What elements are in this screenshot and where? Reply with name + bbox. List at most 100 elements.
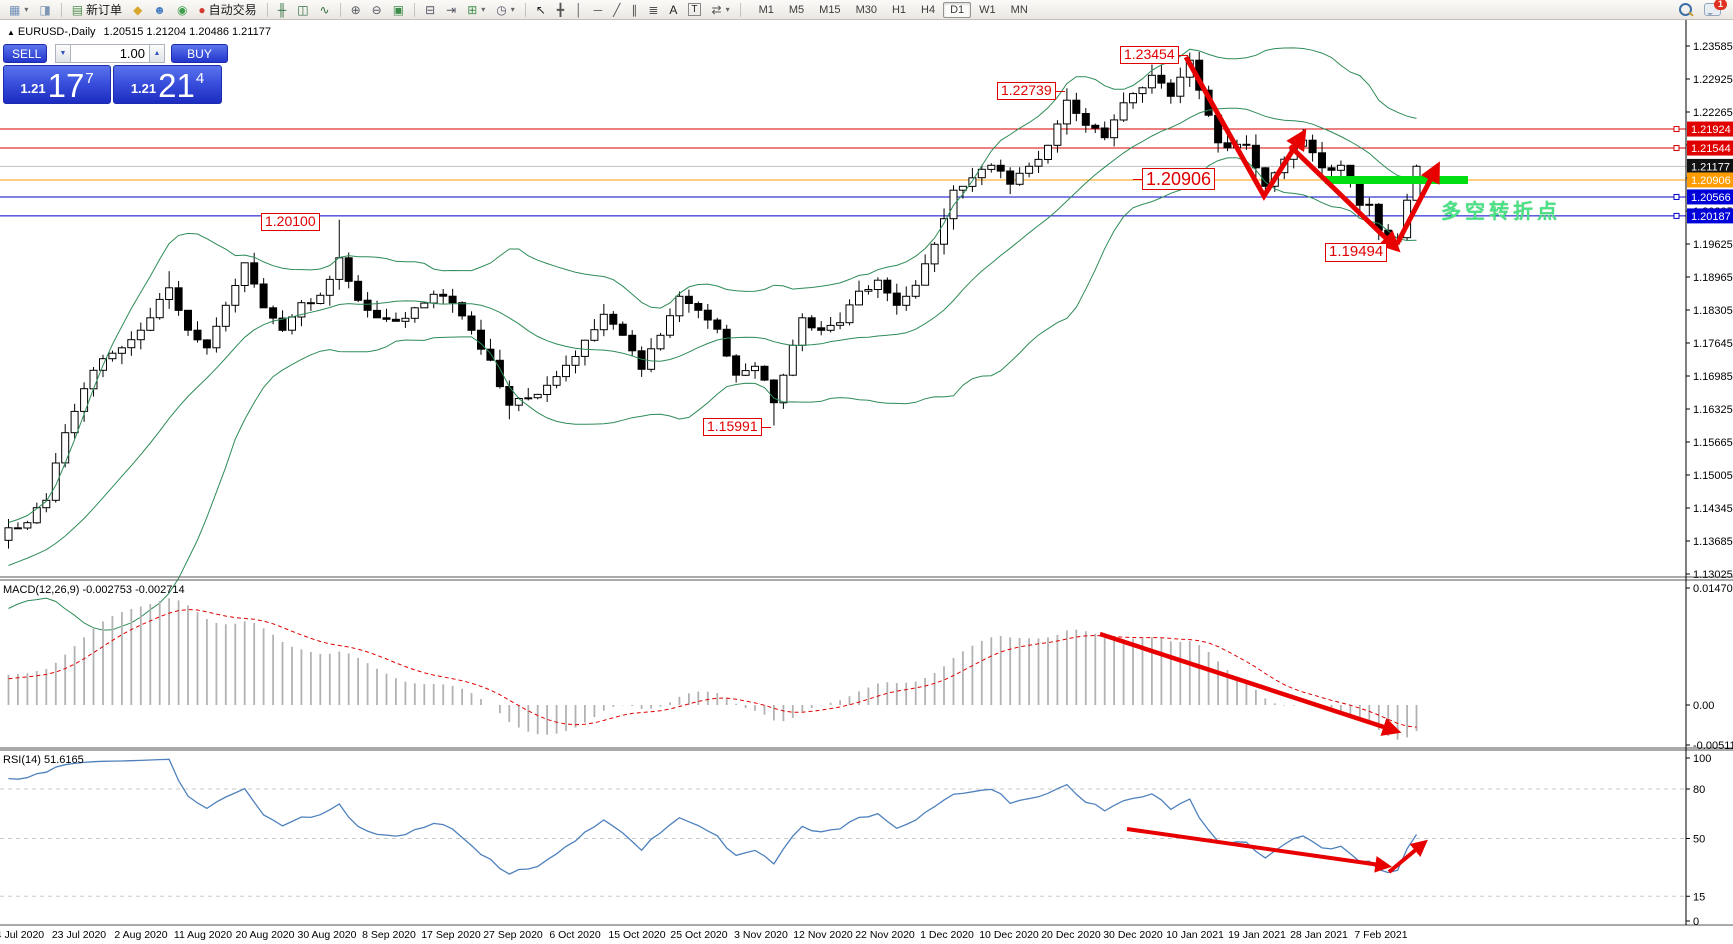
volume-input[interactable] (71, 44, 149, 63)
annotation-1-20906[interactable]: 1.20906 (1133, 168, 1216, 191)
annotation-1-15991[interactable]: 1.15991 (703, 418, 771, 436)
timeframe-m5-button[interactable]: M5 (782, 2, 811, 18)
new-order-icon: ▤ (71, 2, 84, 17)
trend-arrow-rsi[interactable] (1126, 827, 1392, 873)
chart-ohlc-values: 1.20515 1.21204 1.20486 1.21177 (103, 26, 271, 38)
charts-list-button[interactable]: ▦ ▾ (4, 1, 33, 18)
rsi-label: RSI(14) 51.6165 (3, 754, 84, 766)
timeframe-m30-button[interactable]: M30 (849, 2, 884, 18)
zoom-out-button[interactable]: ⊖ (367, 1, 387, 18)
buy-button[interactable]: BUY (171, 44, 228, 63)
auto-arrange-button[interactable]: ⊟ (420, 1, 440, 18)
buy-price-sup: 4 (195, 70, 205, 87)
svg-text:1.20187: 1.20187 (1691, 211, 1731, 223)
buy-price-prefix: 1.21 (130, 81, 157, 96)
date-label: 19 Jan 2021 (1228, 929, 1286, 941)
annotation-1-22739[interactable]: 1.22739 (997, 82, 1065, 100)
profiles-icon: ◨ (39, 2, 51, 17)
trend-arrow-main-up2[interactable] (1394, 161, 1440, 246)
autotrading-button[interactable]: ● 自动交易 (193, 1, 261, 18)
symbol-expander-icon[interactable]: ▲ (7, 28, 15, 37)
svg-text:80: 80 (1693, 784, 1705, 796)
date-label: 6 Oct 2020 (549, 929, 601, 941)
timeframe-d1-button[interactable]: D1 (943, 1, 972, 18)
trend-arrow-rsi-up[interactable] (1387, 839, 1428, 874)
bar-chart-button[interactable]: ╫ (273, 1, 292, 18)
macd-signal-line (8, 609, 1417, 728)
signals-icon: ◉ (176, 2, 188, 17)
profiles-button[interactable]: ◨ (34, 1, 55, 18)
trend-arrows[interactable] (1099, 55, 1440, 874)
vertical-line-button[interactable]: │ (570, 1, 588, 18)
annotation-leader-line (1055, 90, 1065, 92)
svg-text:1.21177: 1.21177 (1691, 161, 1730, 173)
search-icon[interactable] (1679, 3, 1692, 16)
turning-point-note[interactable]: 多空转折点 (1441, 201, 1561, 223)
horizontal-line-icon: ─ (593, 2, 603, 17)
buy-price-panel[interactable]: 1.21 21 4 (113, 65, 222, 104)
text-button[interactable]: A (664, 1, 682, 18)
trend-arrow-main-down2[interactable] (1288, 144, 1401, 253)
annotation-1-20100[interactable]: 1.20100 (261, 213, 320, 231)
sell-button[interactable]: SELL (3, 44, 47, 63)
tile-windows-button[interactable]: ▣ (388, 1, 409, 18)
date-axis: 14 Jul 2020 23 Jul 2020 2 Aug 2020 11 Aug 2… (0, 929, 1733, 944)
bar-chart-icon: ╫ (277, 2, 287, 17)
volume-decrease-button[interactable]: ▼ (55, 44, 71, 63)
sell-price-big: 17 (47, 67, 85, 104)
chart-shift-button[interactable]: ⇥ (441, 1, 461, 18)
signals-button[interactable]: ◉ (172, 1, 192, 18)
new-order-button[interactable]: ▤ 新订单 (67, 1, 127, 18)
date-label: 30 Aug 2020 (297, 929, 357, 941)
toolbar-separator (339, 2, 341, 17)
fibonacci-button[interactable]: ≣ (643, 1, 663, 18)
zoom-in-button[interactable]: ⊕ (346, 1, 366, 18)
indicators-button[interactable]: ⊞ ▾ (462, 1, 490, 18)
sell-price-panel[interactable]: 1.21 17 7 (3, 65, 111, 104)
timeframe-m15-button[interactable]: M15 (812, 2, 847, 18)
annotation-1-19494[interactable]: 1.19494 (1325, 243, 1388, 262)
arrows-button[interactable]: ⇄ ▾ (707, 1, 735, 18)
svg-text:-0.005113: -0.005113 (1693, 740, 1733, 752)
text-icon: A (669, 2, 678, 17)
line-chart-icon: ∿ (319, 2, 330, 17)
cursor-button[interactable]: ↖ (531, 1, 551, 18)
trend-arrow-macd[interactable] (1099, 631, 1402, 736)
toolbar-separator (739, 2, 741, 17)
svg-text:1.18305: 1.18305 (1693, 305, 1733, 317)
text-label-icon: T (688, 3, 701, 16)
volume-increase-button[interactable]: ▲ (149, 44, 165, 63)
text-label-button[interactable]: T (683, 1, 705, 18)
zoom-out-icon: ⊖ (371, 2, 382, 17)
date-label: 28 Jan 2021 (1290, 929, 1348, 941)
support-highlight-bar[interactable] (1325, 176, 1468, 184)
community-button[interactable]: ☻ (148, 1, 171, 18)
candle-chart-icon: ◫ (297, 2, 309, 17)
cursor-icon: ↖ (535, 2, 546, 17)
date-label: 20 Dec 2020 (1041, 929, 1101, 941)
timeframe-mn-button[interactable]: MN (1004, 2, 1035, 18)
trendline-button[interactable]: ╱ (608, 1, 625, 18)
svg-text:0: 0 (1693, 916, 1699, 928)
timeframe-m1-button[interactable]: M1 (752, 2, 781, 18)
periods-button[interactable]: ◷ ▾ (491, 1, 520, 18)
annotation-1-23454[interactable]: 1.23454 (1120, 46, 1188, 64)
timeframe-h4-button[interactable]: H4 (914, 2, 942, 18)
tile-windows-icon: ▣ (392, 2, 405, 17)
horizontal-line-button[interactable]: ─ (589, 1, 608, 18)
rsi-axis: 100 80 50 15 0 (1686, 753, 1711, 928)
timeframe-w1-button[interactable]: W1 (972, 2, 1003, 18)
trend-arrow-main-down-up[interactable] (1183, 55, 1307, 201)
timeframe-h1-button[interactable]: H1 (885, 2, 913, 18)
equidistant-channel-button[interactable]: ∥ (626, 1, 642, 18)
candle-chart-button[interactable]: ◫ (292, 1, 313, 18)
line-chart-button[interactable]: ∿ (315, 1, 335, 18)
date-label: 15 Oct 2020 (608, 929, 666, 941)
metaeditor-button[interactable]: ◆ (128, 1, 147, 18)
svg-text:1.20906: 1.20906 (1691, 175, 1731, 187)
crosshair-button[interactable]: ╋ (552, 1, 569, 18)
bollinger-upper-band (8, 47, 1417, 523)
annotation-leader-line (1178, 54, 1188, 56)
notifications-icon[interactable]: 1 (1704, 0, 1727, 16)
